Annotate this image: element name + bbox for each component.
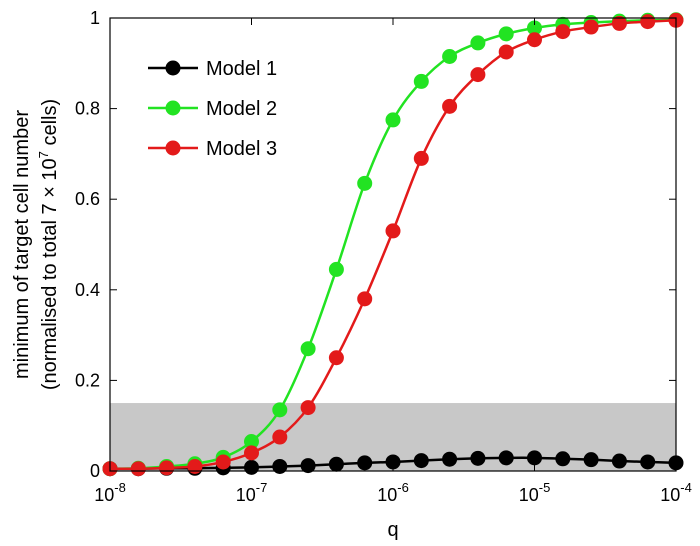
y-tick-label: 0.4 <box>75 280 100 300</box>
x-tick-label: 10-5 <box>519 480 551 505</box>
data-point <box>130 461 146 477</box>
x-tick-label-base: 10 <box>660 485 680 505</box>
data-point <box>611 453 627 469</box>
x-tick-label-exponent: -5 <box>539 480 551 495</box>
data-point <box>413 73 429 89</box>
data-point <box>583 452 599 468</box>
data-point <box>470 67 486 83</box>
data-point <box>244 434 259 450</box>
y-axis-label-line1: minimum of target cell number <box>11 110 33 379</box>
data-point <box>442 49 458 65</box>
data-point <box>385 112 401 128</box>
data-point <box>527 450 542 466</box>
y-axis-label-line2: (normalised to total 7 × 107 cells) <box>36 99 61 390</box>
y-tick-label: 0.6 <box>75 189 100 209</box>
x-tick-label-base: 10 <box>236 485 256 505</box>
data-point <box>470 450 486 466</box>
data-point <box>527 20 542 36</box>
legend: Model 1 Model 2 Model 3 <box>148 58 277 160</box>
data-point <box>498 44 514 60</box>
data-point <box>272 402 288 418</box>
y-tick-label: 0 <box>90 461 100 481</box>
y-axis-label-line2-suffix: cells) <box>39 99 61 151</box>
data-point <box>640 14 656 30</box>
data-point <box>527 32 542 48</box>
x-tick-label: 10-6 <box>377 480 409 505</box>
data-point <box>300 400 316 416</box>
data-point <box>300 458 316 474</box>
data-point <box>187 458 203 474</box>
y-tick-label: 0.2 <box>75 370 100 390</box>
data-point <box>413 150 429 166</box>
data-point <box>470 35 486 51</box>
data-point <box>442 451 458 467</box>
y-axis-label-line2-exponent: 7 <box>36 151 51 158</box>
data-point <box>611 15 627 31</box>
data-point <box>498 450 514 466</box>
data-point <box>300 341 316 357</box>
data-point <box>640 454 656 470</box>
data-point <box>442 98 458 114</box>
x-tick-label: 10-4 <box>660 480 692 505</box>
y-tick-label: 0.8 <box>75 99 100 119</box>
legend-marker <box>165 60 181 76</box>
legend-label: Model 3 <box>206 138 277 160</box>
data-point <box>159 460 175 476</box>
legend-marker <box>165 140 181 156</box>
x-tick-label: 10-8 <box>94 480 126 505</box>
x-tick-label-exponent: -7 <box>256 480 268 495</box>
data-point <box>555 451 571 467</box>
data-point <box>328 456 344 472</box>
data-point <box>385 454 401 470</box>
data-point <box>244 445 259 461</box>
x-tick-label: 10-7 <box>236 480 268 505</box>
x-tick-label-base: 10 <box>94 485 114 505</box>
data-point <box>215 454 231 470</box>
x-axis-label: q <box>387 519 398 541</box>
data-point <box>328 261 344 277</box>
x-tick-label-base: 10 <box>377 485 397 505</box>
y-tick-label: 1 <box>90 8 100 28</box>
y-axis-label-line2-prefix: (normalised to total 7 × 10 <box>39 158 61 390</box>
data-point <box>413 453 429 469</box>
x-tick-label-exponent: -6 <box>397 480 409 495</box>
data-point <box>385 223 401 239</box>
legend-label: Model 1 <box>206 58 277 80</box>
data-point <box>357 455 373 471</box>
x-tick-label-exponent: -4 <box>680 480 692 495</box>
legend-label: Model 2 <box>206 98 277 120</box>
data-point <box>272 458 288 474</box>
data-point <box>555 24 571 40</box>
legend-marker <box>165 100 181 116</box>
data-point <box>328 350 344 366</box>
series-line <box>109 18 677 470</box>
data-point <box>583 19 599 35</box>
x-tick-label-base: 10 <box>519 485 539 505</box>
series-line <box>109 19 677 471</box>
data-point <box>357 291 373 307</box>
data-point <box>498 26 514 42</box>
data-point <box>357 175 373 191</box>
data-point <box>272 429 288 445</box>
x-tick-label-exponent: -8 <box>114 480 126 495</box>
